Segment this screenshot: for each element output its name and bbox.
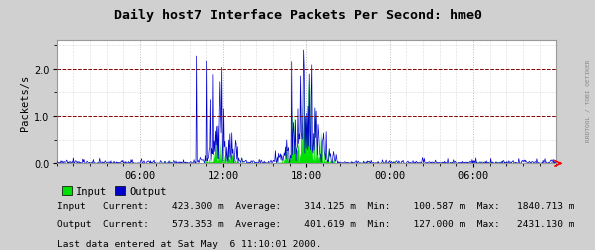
Text: Last data entered at Sat May  6 11:10:01 2000.: Last data entered at Sat May 6 11:10:01 … <box>57 239 321 248</box>
Text: Output  Current:    573.353 m  Average:    401.619 m  Min:    127.000 m  Max:   : Output Current: 573.353 m Average: 401.6… <box>57 219 574 228</box>
Text: Input   Current:    423.300 m  Average:    314.125 m  Min:    100.587 m  Max:   : Input Current: 423.300 m Average: 314.12… <box>57 201 574 210</box>
Text: RRDTOOL / TOBI OETIKER: RRDTOOL / TOBI OETIKER <box>586 59 591 141</box>
Legend: Input, Output: Input, Output <box>62 186 167 196</box>
Y-axis label: Packets/s: Packets/s <box>20 74 30 130</box>
Text: Daily host7 Interface Packets Per Second: hme0: Daily host7 Interface Packets Per Second… <box>114 9 481 22</box>
